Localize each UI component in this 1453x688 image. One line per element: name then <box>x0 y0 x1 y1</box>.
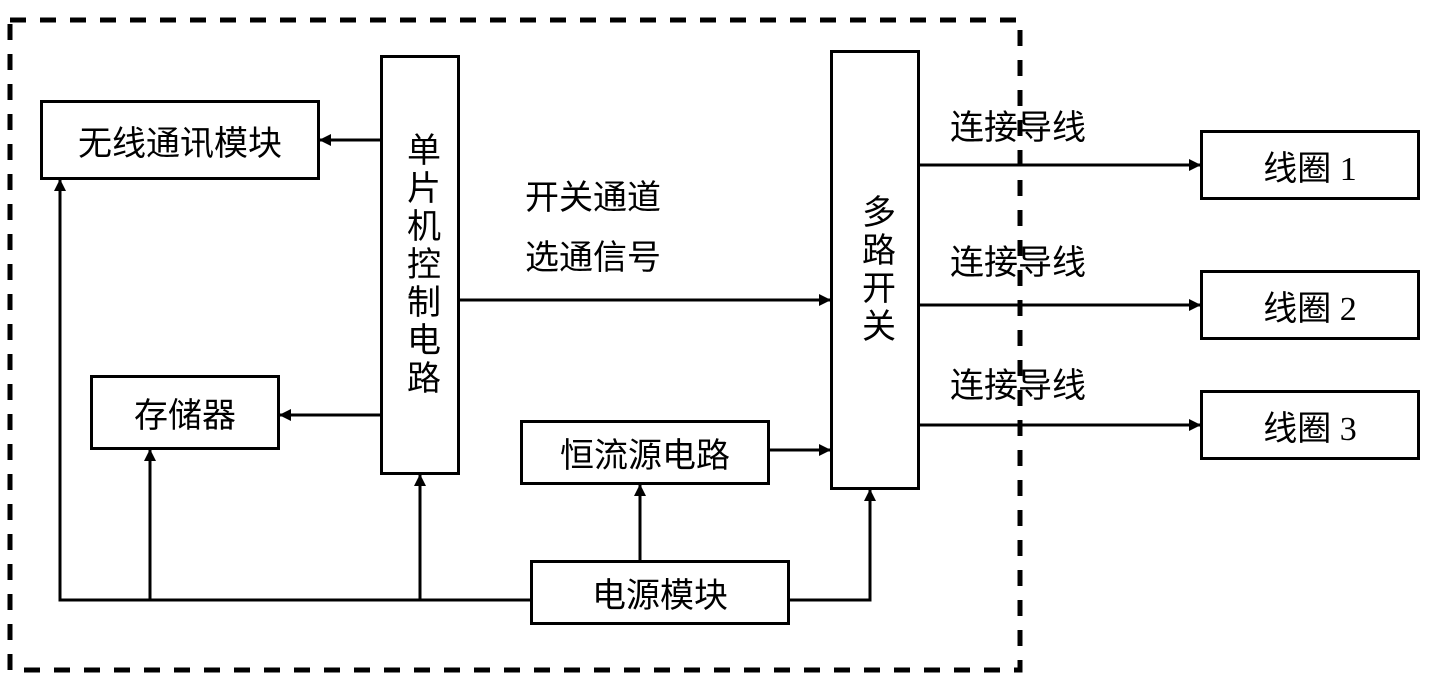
coil3-label: 线圈 3 <box>1263 401 1357 450</box>
wire-label-3: 连接导线 <box>950 358 1086 407</box>
coil3-box: 线圈 3 <box>1200 390 1420 460</box>
coil1-box: 线圈 1 <box>1200 130 1420 200</box>
power-module-label: 电源模块 <box>592 568 728 617</box>
constant-current-label: 恒流源电路 <box>560 428 730 477</box>
power-module-box: 电源模块 <box>530 560 790 625</box>
diagram-canvas: 无线通讯模块 单片机控制电路 存储器 恒流源电路 电源模块 多路开关 线圈 1 … <box>0 0 1453 688</box>
wireless-module-box: 无线通讯模块 <box>40 100 320 180</box>
switch-select-label-line1: 开关通道 <box>525 170 661 219</box>
mux-label: 多路开关 <box>851 194 900 346</box>
wireless-module-label: 无线通讯模块 <box>78 116 282 165</box>
coil2-box: 线圈 2 <box>1200 270 1420 340</box>
coil1-label: 线圈 1 <box>1263 141 1357 190</box>
constant-current-box: 恒流源电路 <box>520 420 770 485</box>
mcu-box: 单片机控制电路 <box>380 55 460 475</box>
wire-label-1: 连接导线 <box>950 100 1086 149</box>
switch-select-label-line2: 选通信号 <box>525 230 661 279</box>
coil2-label: 线圈 2 <box>1263 281 1357 330</box>
memory-label: 存储器 <box>134 388 236 437</box>
wire-label-2: 连接导线 <box>950 235 1086 284</box>
memory-box: 存储器 <box>90 375 280 450</box>
mux-box: 多路开关 <box>830 50 920 490</box>
mcu-label: 单片机控制电路 <box>396 132 445 398</box>
